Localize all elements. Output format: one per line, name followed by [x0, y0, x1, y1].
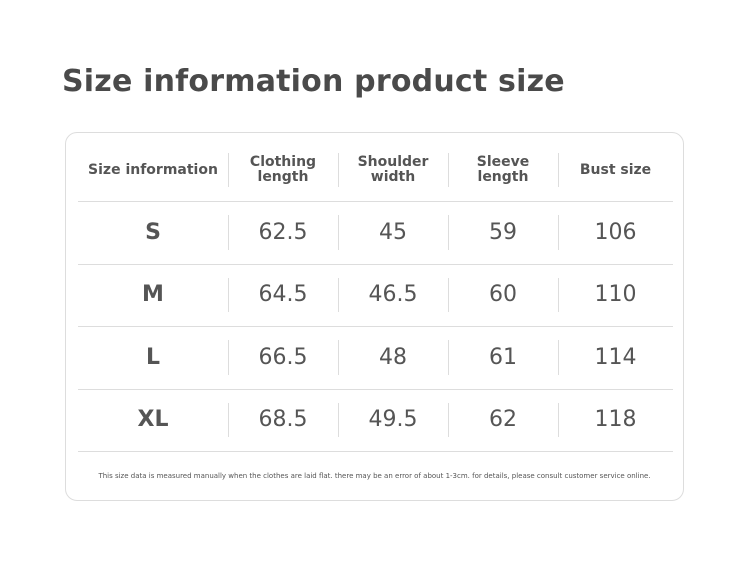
table-cell: 62	[448, 389, 558, 452]
table-cell: 110	[558, 264, 673, 327]
table-cell: 62.5	[228, 201, 338, 264]
table-cell: 61	[448, 326, 558, 389]
table-cell: 64.5	[228, 264, 338, 327]
table-cell: 45	[338, 201, 448, 264]
table-cell: 48	[338, 326, 448, 389]
table-row: Size information Clothing length Shoulder …	[78, 139, 673, 202]
size-table: Size information Clothing length Shoulder …	[65, 132, 684, 501]
table-cell: 60	[448, 264, 558, 327]
table-cell: Size information	[88, 161, 218, 178]
table-row: XL 68.5 49.5 62 118	[78, 389, 673, 452]
table-cell: 66.5	[228, 326, 338, 389]
table-cell: L	[145, 344, 161, 370]
table-cell: XL	[137, 407, 169, 433]
table-row: L 66.5 48 61 114	[78, 326, 673, 390]
table-cell: 114	[558, 326, 673, 389]
table-cell: 106	[558, 201, 673, 264]
footnote: This size data is measured manually when…	[98, 472, 651, 480]
table-row: S 62.5 45 59 106	[78, 201, 673, 265]
table-cell: Clothing length	[228, 139, 338, 201]
table-cell: Shoulder width	[338, 139, 448, 201]
table-cell: Sleeve length	[448, 139, 558, 201]
table-cell: M	[142, 282, 164, 308]
table-cell: 118	[558, 389, 673, 452]
title: Size information product size	[62, 64, 565, 99]
table-cell: Bust size	[558, 139, 673, 201]
table-cell: 49.5	[338, 389, 448, 452]
table-cell: 59	[448, 201, 558, 264]
table-row: M 64.5 46.5 60 110	[78, 264, 673, 327]
table-cell: 46.5	[338, 264, 448, 327]
table-cell: S	[145, 219, 161, 245]
table-cell: 68.5	[228, 389, 338, 452]
